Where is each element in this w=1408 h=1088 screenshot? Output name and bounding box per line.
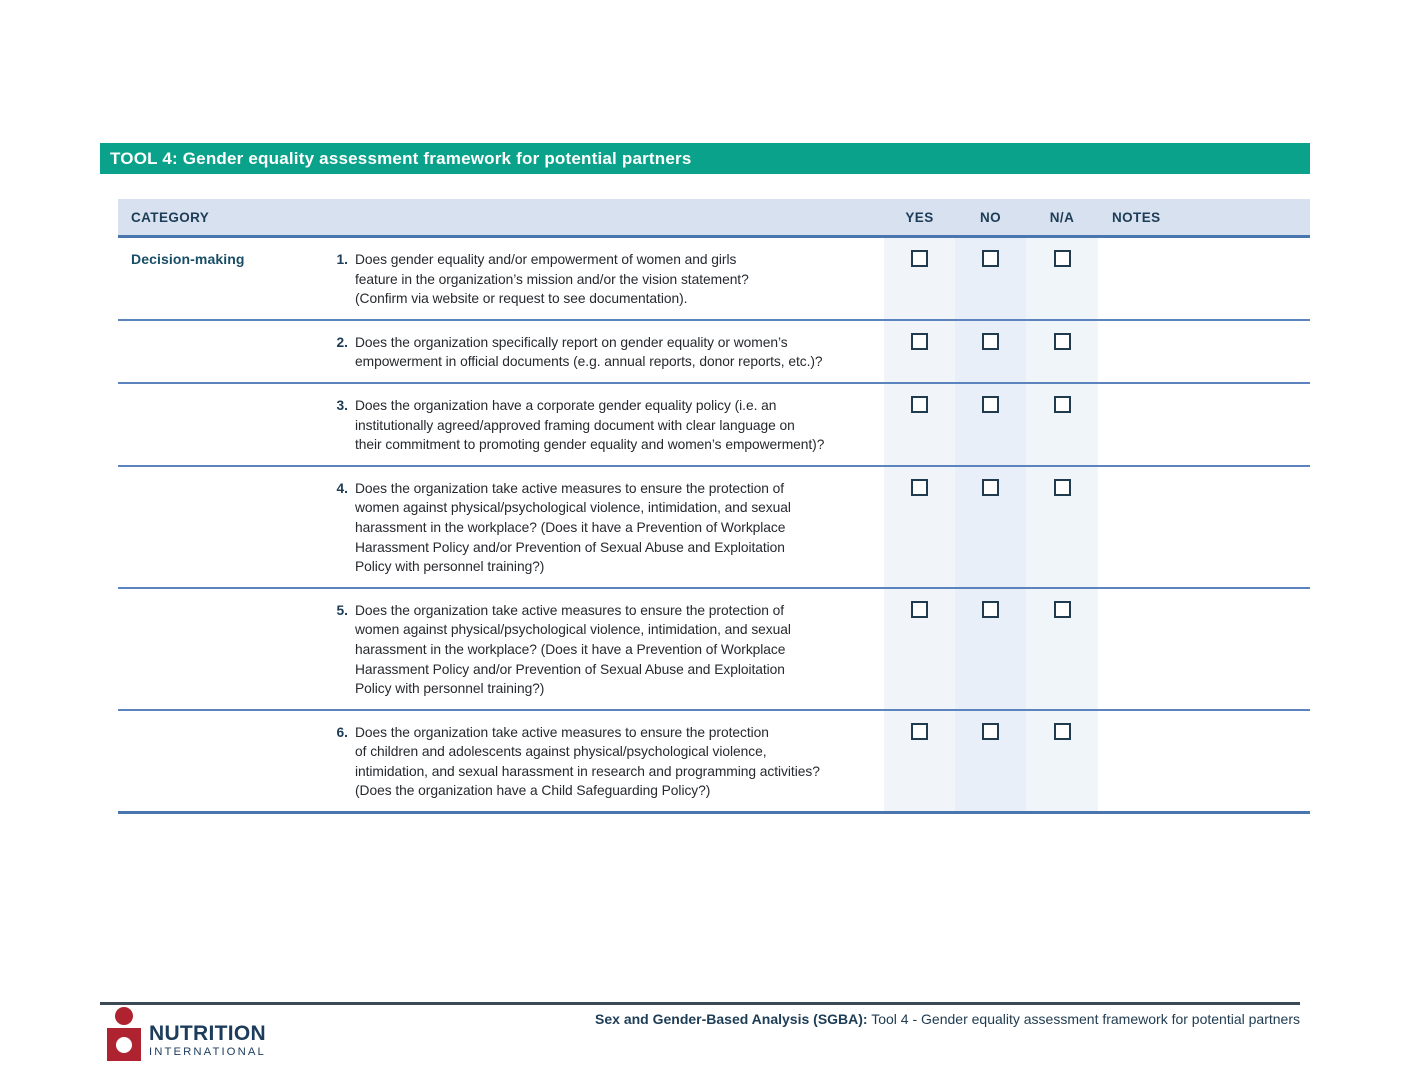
- footer-doc-label-rest: Tool 4 - Gender equality assessment fram…: [867, 1011, 1300, 1027]
- checkbox-no[interactable]: [982, 478, 999, 496]
- checkbox-na[interactable]: [1053, 600, 1071, 618]
- tool-title: TOOL 4: Gender equality assessment frame…: [110, 148, 692, 168]
- question-text: Does the organization take active measur…: [355, 602, 791, 697]
- question-cell: 1. Does gender equality and/or empowerme…: [330, 238, 884, 319]
- question-text: Does the organization have a corporate g…: [355, 397, 825, 453]
- category-label: [118, 467, 330, 587]
- yes-cell: [884, 588, 955, 709]
- question-cell: 5. Does the organization take active mea…: [330, 589, 884, 709]
- yes-cell: [884, 238, 955, 319]
- notes-cell: [1098, 467, 1310, 587]
- yes-cell: [884, 710, 955, 812]
- yes-cell: [884, 383, 955, 465]
- checkbox-no[interactable]: [982, 722, 999, 740]
- logo-dot-icon: [115, 1007, 133, 1025]
- category-label: [118, 589, 330, 709]
- question-text: Does the organization take active measur…: [355, 480, 791, 575]
- checkbox-no[interactable]: [982, 395, 999, 413]
- column-header-notes: NOTES: [1112, 209, 1161, 225]
- category-label: [118, 384, 330, 465]
- question-text: Does the organization specifically repor…: [355, 334, 823, 370]
- no-cell: [955, 238, 1026, 319]
- checkbox-na[interactable]: [1053, 722, 1071, 740]
- checkbox-yes[interactable]: [911, 332, 928, 350]
- checkbox-na[interactable]: [1053, 478, 1071, 496]
- no-cell: [955, 588, 1026, 709]
- na-cell: [1026, 710, 1098, 812]
- table-row: 5. Does the organization take active mea…: [118, 588, 1310, 711]
- na-cell: [1026, 238, 1098, 319]
- question-number: 5.: [336, 602, 348, 618]
- notes-cell: [1098, 321, 1310, 382]
- na-cell: [1026, 466, 1098, 587]
- logo-name: NUTRITION: [149, 1022, 267, 1045]
- assessment-table: CATEGORY YES NO N/A NOTES Decision-makin…: [118, 199, 1310, 815]
- na-cell: [1026, 320, 1098, 382]
- column-header-na: N/A: [1049, 209, 1075, 225]
- question-number: 3.: [336, 397, 348, 413]
- no-cell: [955, 710, 1026, 812]
- footer-doc-label: Sex and Gender-Based Analysis (SGBA): To…: [595, 1011, 1300, 1027]
- yes-cell: [884, 466, 955, 587]
- checkbox-no[interactable]: [982, 250, 999, 267]
- table-row: 2. Does the organization specifically re…: [118, 320, 1310, 384]
- question-number: 2.: [336, 334, 348, 350]
- logo-mark-icon: [106, 1006, 142, 1062]
- question-cell: 2. Does the organization specifically re…: [330, 321, 884, 382]
- table-row: 6. Does the organization take active mea…: [118, 710, 1310, 815]
- column-header-no: NO: [979, 209, 1002, 225]
- no-cell: [955, 320, 1026, 382]
- checkbox-yes[interactable]: [911, 250, 928, 267]
- nutrition-international-logo: NUTRITION INTERNATIONAL: [106, 1006, 266, 1062]
- no-cell: [955, 466, 1026, 587]
- footer-doc-label-bold: Sex and Gender-Based Analysis (SGBA):: [595, 1011, 868, 1027]
- table-row: 3. Does the organization have a corporat…: [118, 383, 1310, 467]
- checkbox-yes[interactable]: [911, 722, 928, 740]
- notes-cell: [1098, 384, 1310, 465]
- notes-cell: [1098, 238, 1310, 319]
- logo-subname: INTERNATIONAL: [149, 1046, 266, 1058]
- column-header-yes: YES: [905, 209, 934, 225]
- question-cell: 4. Does the organization take active mea…: [330, 467, 884, 587]
- checkbox-no[interactable]: [982, 332, 999, 350]
- tool-title-bar: TOOL 4: Gender equality assessment frame…: [100, 143, 1310, 174]
- table-row: 4. Does the organization take active mea…: [118, 466, 1310, 589]
- checkbox-na[interactable]: [1053, 395, 1071, 413]
- question-cell: 3. Does the organization have a corporat…: [330, 384, 884, 465]
- no-cell: [955, 383, 1026, 465]
- question-text: Does the organization take active measur…: [355, 724, 820, 799]
- yes-cell: [884, 320, 955, 382]
- footer-divider: [100, 1002, 1300, 1005]
- table-header-row: CATEGORY YES NO N/A NOTES: [118, 199, 1310, 238]
- na-cell: [1026, 383, 1098, 465]
- notes-cell: [1098, 711, 1310, 811]
- notes-cell: [1098, 589, 1310, 709]
- category-label: [118, 711, 330, 811]
- checkbox-yes[interactable]: [911, 478, 928, 496]
- checkbox-na[interactable]: [1053, 332, 1071, 350]
- table-row: Decision-making 1. Does gender equality …: [118, 238, 1310, 321]
- question-text: Does gender equality and/or empowerment …: [355, 252, 749, 307]
- column-header-category: CATEGORY: [131, 209, 210, 225]
- category-label: Decision-making: [131, 251, 245, 267]
- question-number: 6.: [336, 724, 348, 740]
- logo-square-icon: [107, 1028, 141, 1061]
- category-label: [118, 321, 330, 382]
- question-cell: 6. Does the organization take active mea…: [330, 711, 884, 811]
- question-number: 1.: [336, 252, 348, 267]
- checkbox-yes[interactable]: [911, 395, 928, 413]
- question-number: 4.: [336, 480, 348, 496]
- checkbox-no[interactable]: [982, 600, 999, 618]
- logo-circle-icon: [116, 1036, 132, 1053]
- checkbox-na[interactable]: [1053, 250, 1071, 267]
- column-header-spacer: [330, 199, 884, 235]
- na-cell: [1026, 588, 1098, 709]
- logo-text: NUTRITION INTERNATIONAL: [149, 1006, 266, 1062]
- checkbox-yes[interactable]: [911, 600, 928, 618]
